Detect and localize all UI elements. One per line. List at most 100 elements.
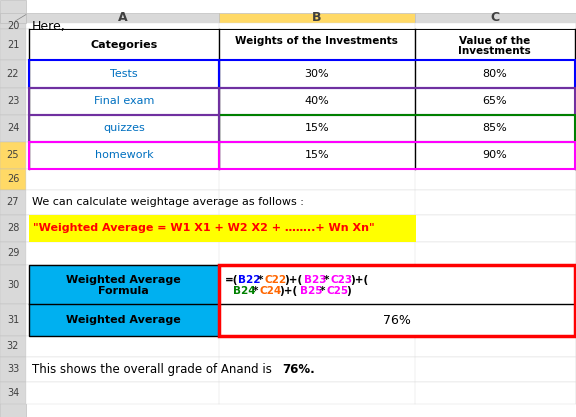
- Bar: [219, 88, 575, 115]
- Text: 31: 31: [7, 315, 19, 325]
- Text: Here,: Here,: [32, 20, 66, 33]
- Text: C23: C23: [331, 275, 353, 284]
- Text: Formula: Formula: [98, 286, 149, 296]
- Bar: [0, 13, 26, 23]
- Bar: [26, 382, 576, 404]
- Bar: [219, 13, 415, 23]
- Bar: [26, 29, 576, 60]
- Text: 27: 27: [7, 197, 19, 207]
- Text: Weights of the Investments: Weights of the Investments: [236, 36, 398, 45]
- Bar: [26, 60, 576, 88]
- Text: "Weighted Average = W1 X1 + W2 X2 + ……..+ Wn Xn": "Weighted Average = W1 X1 + W2 X2 + ……..…: [33, 224, 374, 233]
- Text: 40%: 40%: [305, 96, 329, 106]
- Bar: [0, 169, 26, 190]
- Text: *: *: [324, 275, 329, 284]
- Text: B: B: [312, 11, 321, 24]
- Text: 76%.: 76%.: [282, 362, 315, 376]
- Bar: [0, 357, 26, 382]
- Bar: [29, 215, 416, 242]
- Text: 29: 29: [7, 249, 19, 258]
- Bar: [219, 265, 575, 304]
- Bar: [415, 13, 576, 23]
- Text: *: *: [257, 275, 263, 284]
- Text: 15%: 15%: [305, 123, 329, 133]
- Text: Value of the: Value of the: [459, 36, 530, 45]
- Text: Investments: Investments: [458, 46, 531, 56]
- Text: 34: 34: [7, 388, 19, 398]
- Bar: [29, 304, 220, 336]
- Bar: [26, 336, 576, 357]
- Text: B24: B24: [233, 286, 256, 296]
- Bar: [219, 304, 575, 336]
- Bar: [29, 60, 219, 88]
- Text: ): ): [346, 286, 351, 296]
- Bar: [0, 382, 26, 404]
- Bar: [0, 29, 26, 60]
- Bar: [29, 265, 575, 336]
- Bar: [0, 23, 26, 29]
- Bar: [0, 336, 26, 357]
- Bar: [26, 357, 576, 382]
- Text: A: A: [118, 11, 127, 24]
- Text: 85%: 85%: [483, 123, 507, 133]
- Text: B23: B23: [304, 275, 327, 284]
- Bar: [219, 265, 575, 336]
- Text: quizzes: quizzes: [103, 123, 145, 133]
- Bar: [219, 115, 575, 142]
- Text: *: *: [319, 286, 325, 296]
- Text: B25: B25: [300, 286, 322, 296]
- Text: )+(: )+(: [285, 275, 302, 284]
- Bar: [26, 215, 576, 242]
- Bar: [219, 142, 575, 169]
- Bar: [0, 60, 26, 88]
- Text: 15%: 15%: [305, 151, 329, 160]
- Text: 65%: 65%: [483, 96, 507, 106]
- Bar: [0, 242, 26, 265]
- Text: )+(: )+(: [350, 275, 369, 284]
- Text: =(: =(: [225, 275, 238, 284]
- Bar: [26, 13, 219, 23]
- Text: C22: C22: [264, 275, 286, 284]
- Text: 23: 23: [7, 96, 19, 106]
- Bar: [26, 23, 576, 29]
- Text: 32: 32: [7, 341, 19, 351]
- Bar: [26, 142, 576, 169]
- Bar: [0, 88, 26, 115]
- Bar: [0, 115, 26, 142]
- Text: Weighted Average: Weighted Average: [66, 276, 181, 285]
- Bar: [26, 265, 576, 304]
- Text: 80%: 80%: [483, 69, 507, 79]
- Text: 25: 25: [7, 151, 19, 160]
- Text: 21: 21: [7, 40, 19, 50]
- Text: Tests: Tests: [110, 69, 138, 79]
- Text: 24: 24: [7, 123, 19, 133]
- Text: 30: 30: [7, 280, 19, 289]
- Bar: [26, 169, 576, 190]
- Text: Final exam: Final exam: [94, 96, 154, 106]
- Text: C24: C24: [260, 286, 282, 296]
- Bar: [0, 190, 26, 215]
- Bar: [0, 265, 26, 304]
- Bar: [29, 88, 219, 115]
- Text: 20: 20: [7, 21, 19, 31]
- Bar: [26, 242, 576, 265]
- Text: 22: 22: [7, 69, 19, 79]
- Text: We can calculate weightage average as follows :: We can calculate weightage average as fo…: [32, 197, 304, 207]
- Text: C: C: [491, 11, 500, 24]
- Text: Categories: Categories: [90, 40, 157, 50]
- Bar: [219, 60, 575, 88]
- Bar: [26, 115, 576, 142]
- Text: 28: 28: [7, 224, 19, 233]
- Text: This shows the overall grade of Anand is: This shows the overall grade of Anand is: [32, 362, 275, 376]
- Text: Weighted Average: Weighted Average: [66, 315, 181, 325]
- Text: 30%: 30%: [305, 69, 329, 79]
- Text: 90%: 90%: [483, 151, 507, 160]
- Bar: [26, 88, 576, 115]
- Text: C25: C25: [326, 286, 348, 296]
- Bar: [29, 115, 219, 142]
- Bar: [0, 304, 26, 336]
- Bar: [0, 142, 26, 169]
- Bar: [26, 190, 576, 215]
- Text: )+(: )+(: [280, 286, 298, 296]
- Text: 76%: 76%: [383, 314, 411, 327]
